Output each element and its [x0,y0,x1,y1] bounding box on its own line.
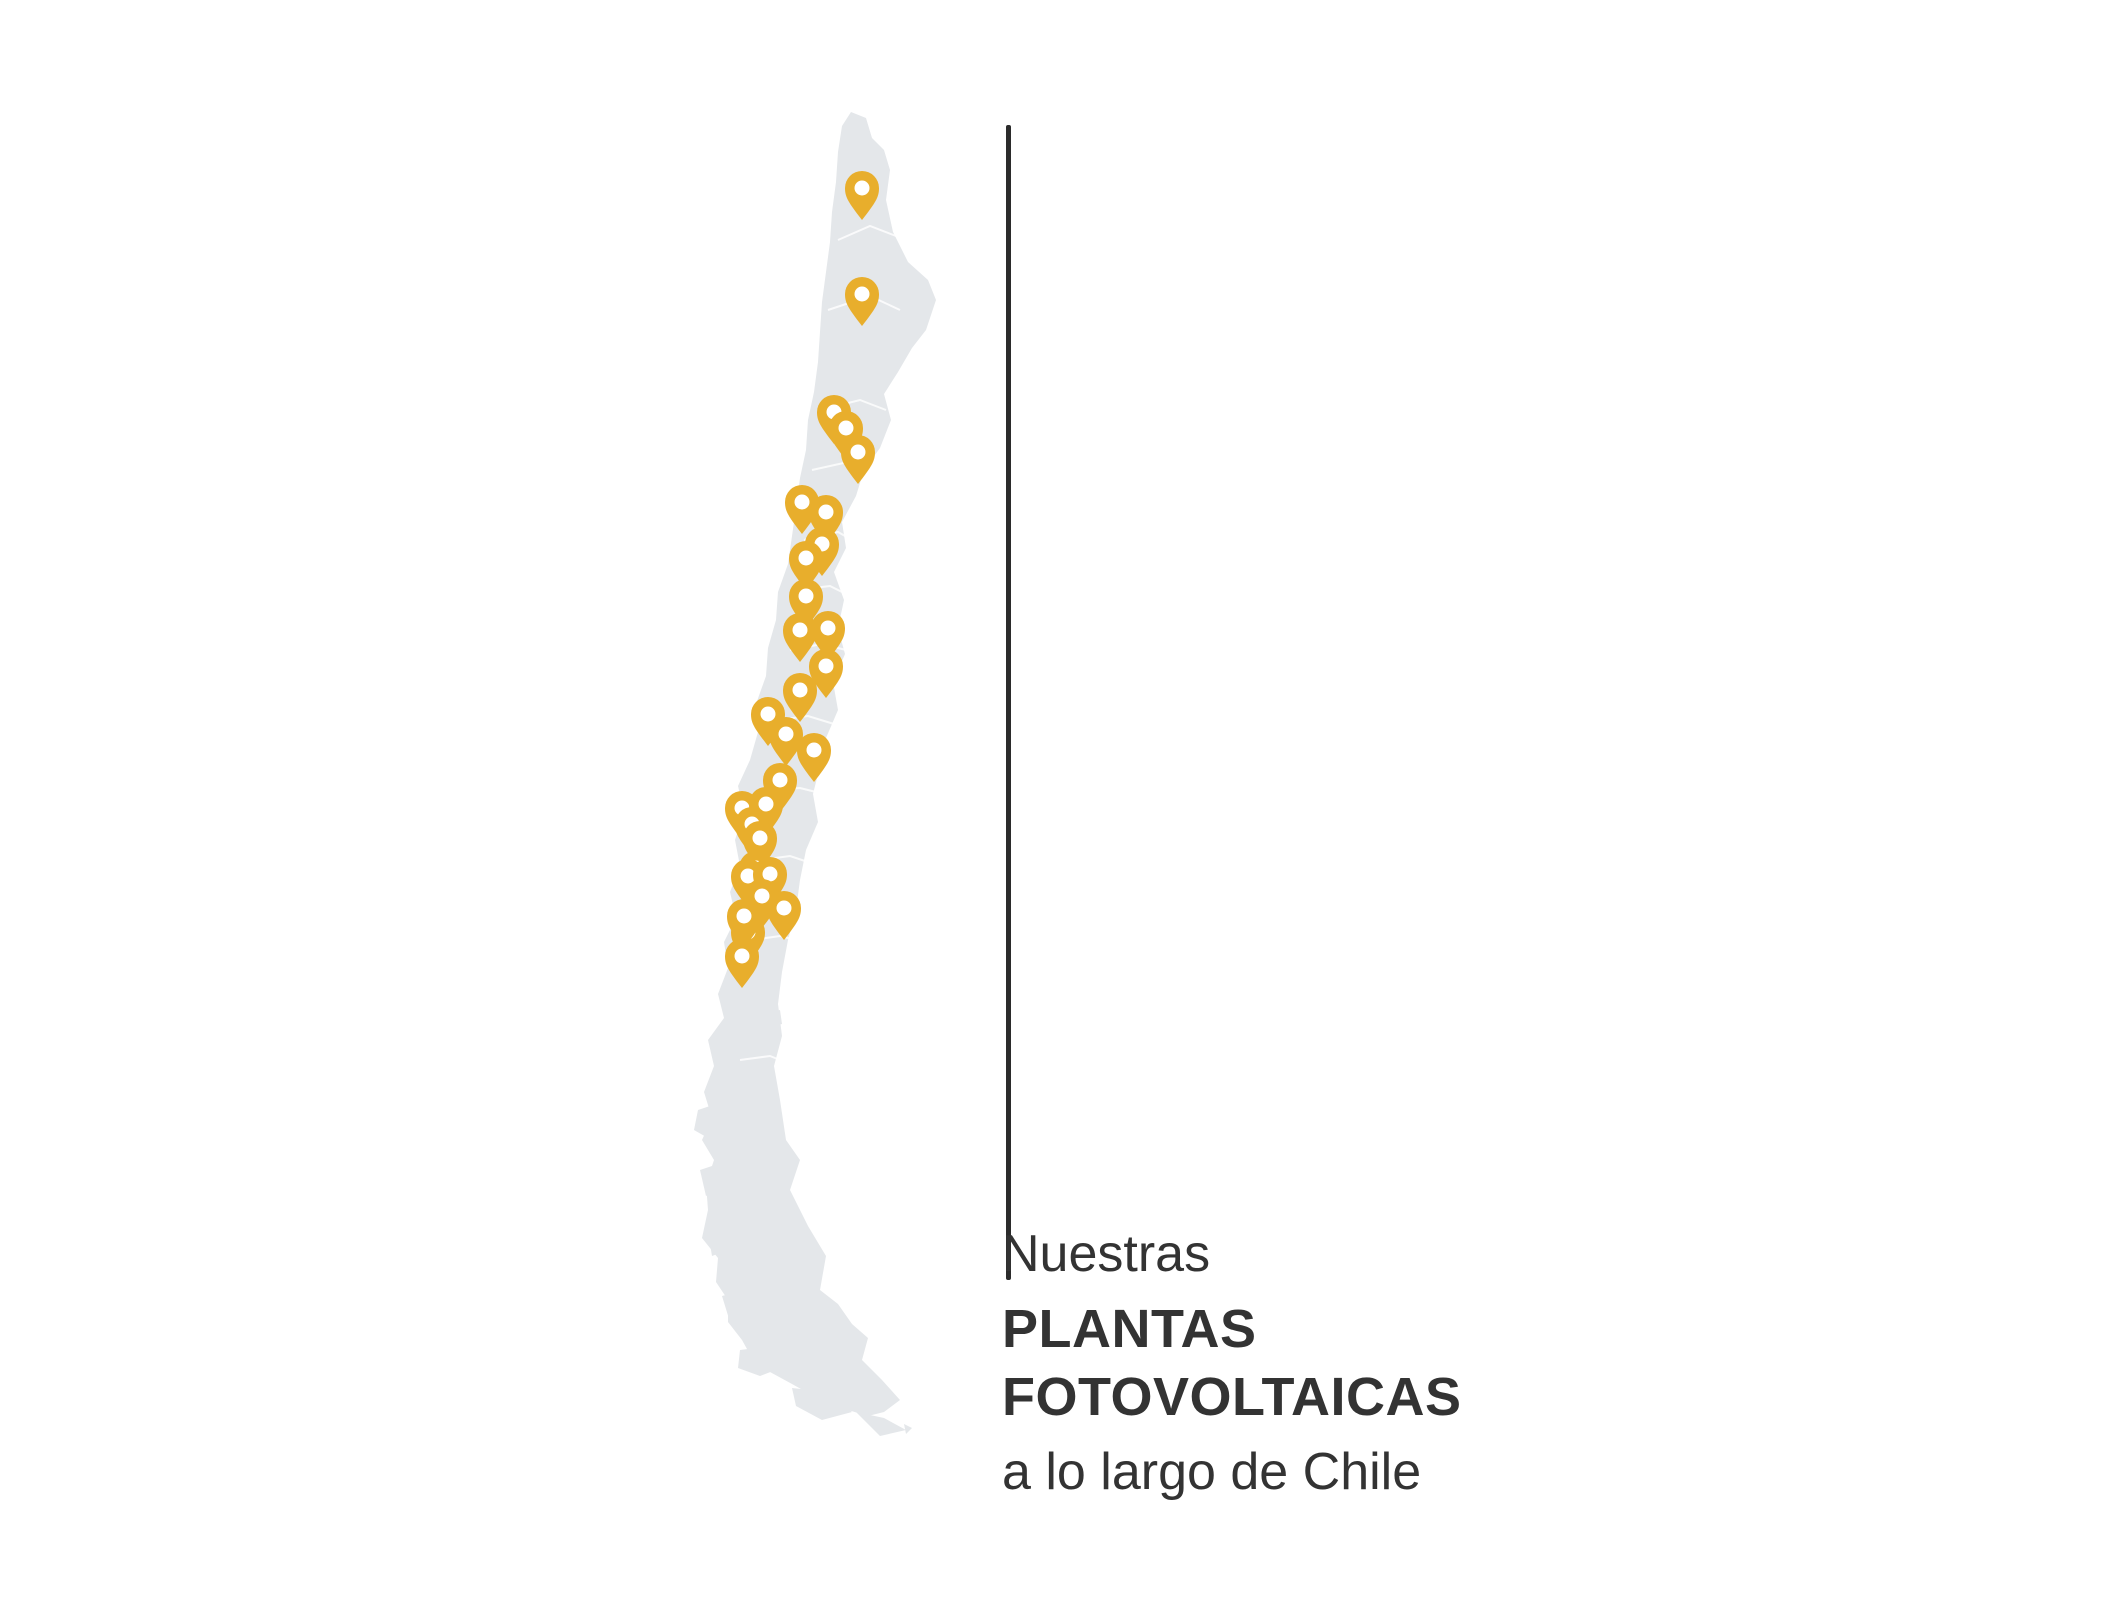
caption-block: Nuestras PLANTAS FOTOVOLTAICAS a lo larg… [1002,1228,1462,1498]
southern-islands [694,1010,912,1436]
vertical-divider [1006,125,1011,1280]
caption-line-chile: a lo largo de Chile [1002,1443,1422,1501]
caption-line-fotovoltaicas: FOTOVOLTAICAS [1002,1367,1462,1427]
caption-line-nuestras: Nuestras [1002,1225,1211,1283]
caption-line-plantas: PLANTAS [1002,1299,1257,1359]
